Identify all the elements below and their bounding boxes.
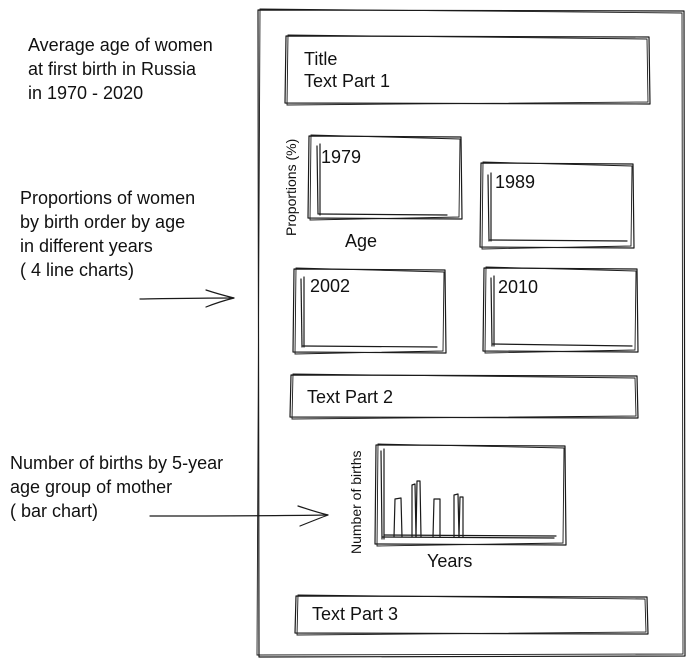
- bar-chart-sketch: [374, 443, 567, 547]
- line-chart-1989-label: 1989: [495, 172, 536, 192]
- line-chart-2010: 2010: [482, 266, 639, 354]
- title-annotation: Average age of women at first birth in R…: [28, 35, 213, 103]
- bar-chart-annotation: Number of births by 5-year age group of …: [10, 453, 224, 521]
- line-chart-1979-label: 1979: [321, 147, 362, 167]
- title-box-text: Title Text Part 1: [304, 49, 391, 91]
- line-chart-2002-label: 2002: [310, 276, 351, 296]
- title-box: Title Text Part 1: [284, 34, 651, 106]
- line-charts-arrow-icon: [138, 288, 238, 308]
- line-chart-x-axis-title: Age: [345, 231, 378, 251]
- text-part-2-box: Text Part 2: [289, 373, 639, 420]
- line-chart-2010-label: 2010: [498, 277, 539, 297]
- bar-chart-x-axis-title: Years: [427, 551, 473, 571]
- page-outline: [256, 8, 686, 658]
- bar-chart-y-axis-title: Number of births: [348, 450, 364, 554]
- line-chart-y-axis-title: Proportions (%): [283, 138, 299, 236]
- text-part-3-box: Text Part 3: [294, 594, 649, 636]
- line-charts-annotation: Proportions of women by birth order by a…: [20, 188, 196, 280]
- line-chart-2002: 2002: [292, 267, 447, 355]
- bar-chart-arrow-icon: [148, 505, 332, 527]
- line-chart-1989: 1989: [479, 161, 635, 250]
- text-part-3-label: Text Part 3: [312, 604, 399, 624]
- line-chart-1979: 1979: [307, 134, 463, 221]
- text-part-2-label: Text Part 2: [307, 387, 394, 407]
